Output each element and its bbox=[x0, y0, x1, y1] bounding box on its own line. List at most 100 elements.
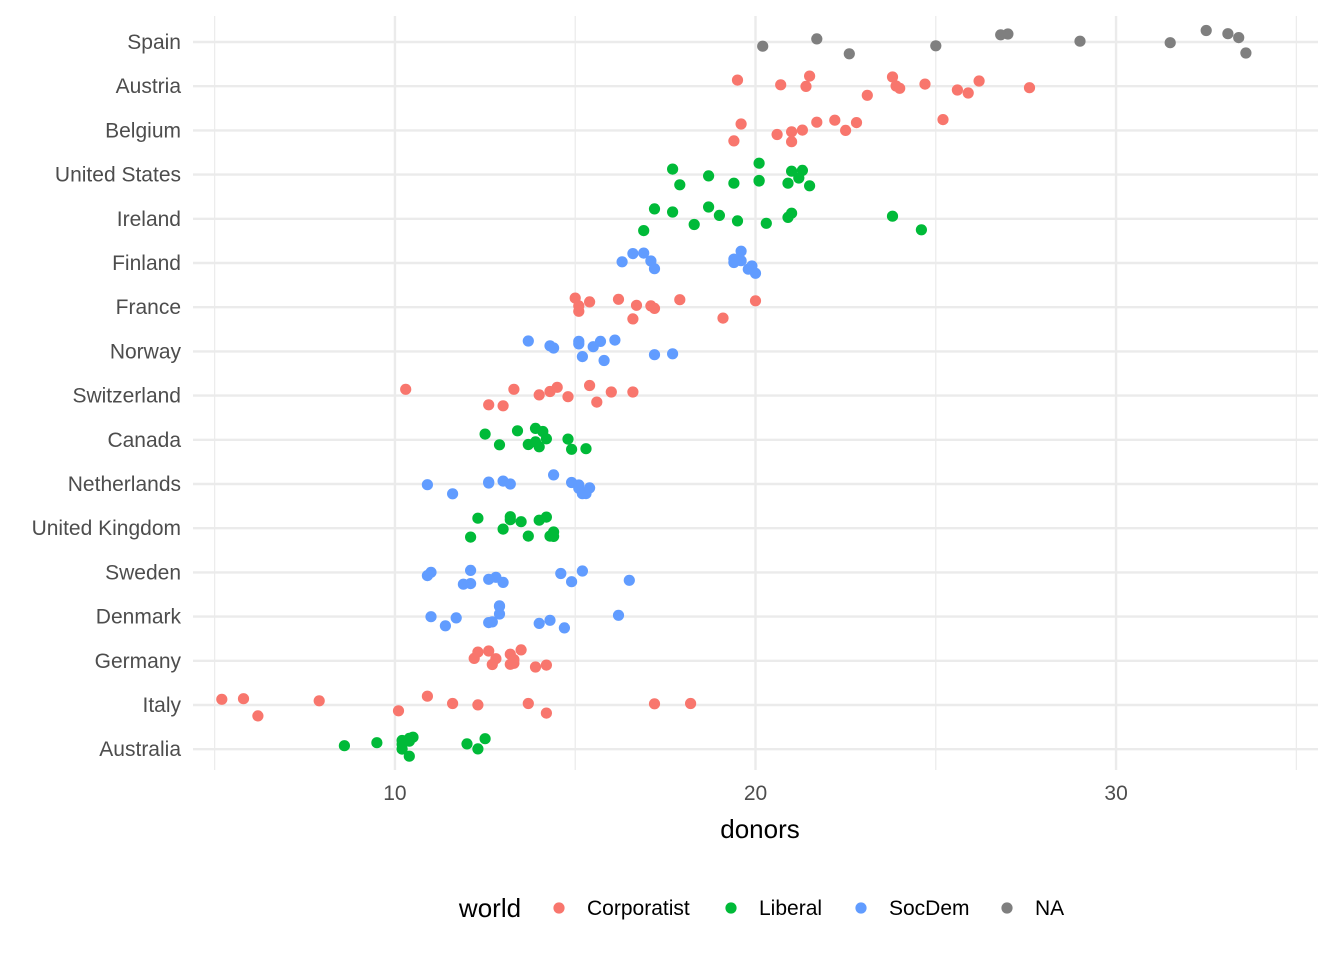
data-point-socdem-netherlands bbox=[504, 478, 516, 490]
x-axis-labels: 10 20 30 bbox=[383, 782, 1128, 805]
data-point-corporatist-belgium bbox=[786, 136, 798, 148]
data-point-liberal-united-states bbox=[804, 180, 816, 192]
data-point-corporatist-italy bbox=[421, 690, 433, 702]
data-point-liberal-united-kingdom bbox=[515, 516, 527, 528]
data-point-socdem-finland bbox=[749, 267, 762, 279]
data-point-liberal-united-kingdom bbox=[548, 530, 560, 543]
data-point-socdem-norway bbox=[576, 351, 589, 363]
data-point-corporatist-italy bbox=[540, 707, 553, 719]
data-point-liberal-ireland bbox=[667, 206, 679, 218]
y-tick-label-norway: Norway bbox=[110, 340, 182, 363]
data-point-corporatist-belgium bbox=[771, 128, 783, 141]
data-point-socdem-netherlands bbox=[573, 482, 585, 494]
data-point-liberal-united-kingdom bbox=[465, 531, 477, 543]
data-point-corporatist-italy bbox=[685, 697, 697, 710]
data-point-liberal-united-kingdom bbox=[540, 511, 553, 523]
y-tick-label-canada: Canada bbox=[107, 429, 181, 452]
data-point-na-spain bbox=[995, 29, 1007, 41]
y-tick-label-france: France bbox=[116, 296, 181, 319]
data-point-corporatist-belgium bbox=[735, 118, 747, 130]
data-point-socdem-netherlands bbox=[447, 488, 459, 500]
data-point-corporatist-austria bbox=[962, 87, 974, 99]
data-point-socdem-netherlands bbox=[584, 482, 596, 494]
y-tick-label-united-states: United States bbox=[55, 164, 181, 187]
data-point-socdem-norway bbox=[548, 342, 560, 354]
data-point-corporatist-austria bbox=[804, 70, 816, 82]
legend: world Corporatist Liberal SocDem NA bbox=[458, 893, 1064, 923]
data-point-corporatist-france bbox=[573, 305, 585, 317]
data-point-liberal-canada bbox=[580, 443, 592, 455]
legend-label-na: NA bbox=[1035, 897, 1064, 920]
data-point-corporatist-belgium bbox=[811, 116, 823, 128]
legend-title: world bbox=[458, 893, 521, 923]
legend-label-socdem: SocDem bbox=[889, 897, 970, 920]
x-tick-label-30: 30 bbox=[1104, 782, 1127, 805]
data-point-liberal-australia bbox=[403, 750, 415, 762]
data-point-socdem-denmark bbox=[544, 614, 556, 626]
y-tick-label-austria: Austria bbox=[116, 75, 182, 98]
data-point-liberal-united-kingdom bbox=[504, 514, 516, 526]
legend-label-corporatist: Corporatist bbox=[587, 897, 690, 920]
data-point-na-spain bbox=[1240, 47, 1252, 59]
data-point-corporatist-germany bbox=[540, 659, 553, 671]
data-point-corporatist-germany bbox=[483, 645, 495, 657]
data-point-corporatist-switzerland bbox=[400, 383, 412, 395]
data-point-socdem-denmark bbox=[439, 620, 451, 632]
data-point-corporatist-austria bbox=[775, 79, 787, 91]
data-point-liberal-united-kingdom bbox=[522, 530, 534, 542]
x-axis-title: donors bbox=[720, 814, 800, 844]
data-point-corporatist-italy bbox=[313, 695, 325, 707]
data-point-liberal-united-kingdom bbox=[472, 512, 484, 524]
y-axis-labels: Spain Austria Belgium United States Ireland F… bbox=[32, 31, 182, 761]
data-point-socdem-finland bbox=[616, 256, 628, 268]
data-point-corporatist-germany bbox=[472, 646, 484, 658]
data-point-corporatist-italy bbox=[252, 710, 264, 722]
data-point-liberal-australia bbox=[461, 738, 473, 750]
data-point-liberal-ireland bbox=[713, 209, 726, 221]
data-point-na-spain bbox=[1200, 24, 1212, 37]
data-point-liberal-canada bbox=[537, 425, 549, 438]
data-point-liberal-united-states bbox=[753, 157, 765, 169]
data-point-liberal-ireland bbox=[648, 203, 661, 215]
data-point-corporatist-austria bbox=[1023, 82, 1036, 94]
data-point-liberal-ireland bbox=[688, 218, 700, 231]
data-point-socdem-norway bbox=[522, 335, 534, 347]
data-point-corporatist-switzerland bbox=[533, 389, 545, 401]
data-point-corporatist-italy bbox=[216, 693, 228, 705]
data-point-socdem-finland bbox=[735, 245, 747, 257]
data-point-corporatist-italy bbox=[447, 697, 459, 710]
data-point-na-spain bbox=[930, 40, 942, 52]
data-point-corporatist-belgium bbox=[850, 117, 863, 129]
x-tick-label-20: 20 bbox=[744, 782, 767, 805]
data-point-liberal-united-states bbox=[667, 163, 679, 175]
legend-key-corporatist bbox=[553, 902, 565, 914]
y-tick-label-germany: Germany bbox=[95, 650, 182, 673]
data-point-na-spain bbox=[1074, 35, 1086, 47]
y-tick-label-belgium: Belgium bbox=[105, 119, 181, 142]
data-point-socdem-finland bbox=[648, 263, 661, 275]
y-tick-label-sweden: Sweden bbox=[105, 561, 181, 584]
data-point-corporatist-austria bbox=[886, 71, 899, 83]
legend-key-na bbox=[1001, 902, 1013, 914]
data-point-liberal-ireland bbox=[915, 224, 928, 236]
data-point-socdem-netherlands bbox=[483, 477, 495, 489]
data-point-corporatist-italy bbox=[237, 693, 250, 705]
data-point-liberal-canada bbox=[566, 443, 578, 455]
data-point-socdem-norway bbox=[587, 341, 599, 353]
data-point-socdem-sweden bbox=[497, 576, 509, 589]
y-tick-label-ireland: Ireland bbox=[117, 208, 181, 231]
data-point-na-spain bbox=[1164, 37, 1176, 49]
data-point-corporatist-switzerland bbox=[591, 396, 603, 408]
data-point-corporatist-belgium bbox=[796, 124, 809, 136]
data-point-socdem-norway bbox=[667, 348, 679, 360]
data-point-corporatist-switzerland bbox=[605, 386, 617, 398]
data-point-liberal-ireland bbox=[731, 215, 744, 227]
data-point-socdem-denmark bbox=[493, 608, 506, 620]
data-point-corporatist-austria bbox=[951, 84, 964, 96]
data-point-socdem-sweden bbox=[555, 567, 567, 580]
data-point-socdem-denmark bbox=[493, 600, 506, 612]
data-point-liberal-ireland bbox=[782, 211, 794, 223]
data-point-corporatist-belgium bbox=[840, 124, 852, 136]
data-point-corporatist-germany bbox=[490, 653, 502, 665]
data-point-liberal-united-states bbox=[703, 170, 715, 182]
